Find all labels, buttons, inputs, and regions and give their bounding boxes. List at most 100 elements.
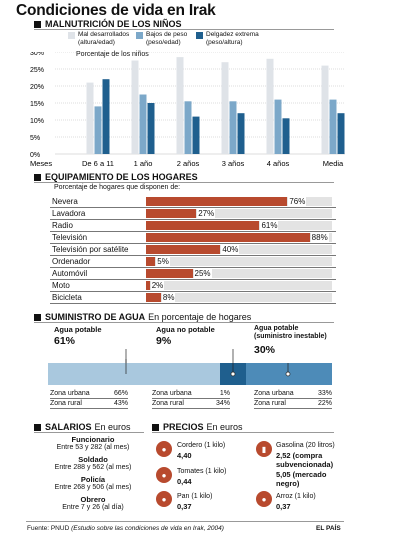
- bar-0-1: [131, 60, 139, 154]
- legend-swatch: [68, 32, 75, 39]
- malnutrition-chart: 30% 25% 20% 15% 10% 5% 0%Meses De 6 a 11 1 año 2 …: [30, 52, 345, 168]
- equipment-value: 25%: [193, 268, 212, 279]
- x-axis-prefix: Meses: [30, 159, 52, 168]
- equipment-value: 2%: [150, 280, 165, 291]
- salaries-sub: En euros: [94, 422, 131, 432]
- salary-range: Entre 288 y 562 (al mes): [54, 464, 132, 471]
- price-label: Pan (1 kilo): [177, 493, 213, 500]
- rice-icon: ●: [256, 491, 272, 507]
- salary-range: Entre 53 y 282 (al mes): [56, 444, 130, 451]
- equipment-value: 61%: [260, 220, 279, 231]
- equipment-row: Nevera 76%: [50, 196, 336, 208]
- water-label-nonpotable: Agua no potable: [156, 325, 215, 334]
- price-value: 5,05 (mercado negro): [276, 470, 327, 488]
- price-label: Arroz (1 kilo): [276, 493, 316, 500]
- price-label: Gasolina (20 litros): [276, 442, 335, 449]
- salary-range: Entre 268 y 506 (al mes): [54, 484, 132, 491]
- legend-item-underweight: Bajos de peso (peso/edad): [136, 31, 202, 46]
- equipment-value: 88%: [310, 232, 329, 243]
- equipment-row: Radio 61%: [50, 220, 336, 232]
- x-tick-label: 4 años: [267, 159, 290, 168]
- equipment-label: Moto: [52, 281, 70, 290]
- bar-1-5: [329, 99, 337, 154]
- water-label-potable: Agua potable: [54, 325, 102, 334]
- salary-item: Policía Entre 268 y 506 (al mes): [34, 475, 152, 491]
- equipment-row: Moto 2%: [50, 280, 336, 292]
- bar-2-0: [102, 79, 110, 154]
- water-rural-value: 43%: [113, 400, 128, 407]
- water-rural-value: 22%: [317, 400, 332, 407]
- salary-name: Obrero: [80, 495, 106, 504]
- section-square-icon: [34, 423, 41, 431]
- footer-source: Fuente: PNUD (Estudio sobre las condicio…: [27, 525, 224, 532]
- price-value: 4,40: [177, 451, 192, 460]
- equipment-row: Televisión 88%: [50, 232, 336, 244]
- divider: [34, 29, 334, 30]
- water-label-unstable: Agua potable (suministro inestable): [254, 325, 327, 340]
- bar-2-5: [337, 113, 345, 154]
- equipment-row: Bicicleta 8%: [50, 292, 336, 304]
- equipment-row: Televisión por satélite 40%: [50, 244, 336, 256]
- price-label: Cordero (1 kilo): [177, 442, 226, 449]
- equipment-label: Televisión por satélite: [52, 245, 129, 254]
- water-pct-nonpotable: 9%: [156, 335, 172, 347]
- bar-0-5: [321, 65, 329, 154]
- water-segment-potable: [48, 363, 220, 385]
- legend-item-wasting: Delgadez extrema (peso/altura): [196, 31, 276, 46]
- water-subheading: En porcentaje de hogares: [148, 312, 252, 322]
- salary-name: Soldado: [78, 455, 108, 464]
- bar-0-2: [176, 57, 184, 154]
- water-pct-unstable: 30%: [254, 344, 276, 356]
- equipment-row: Ordenador 5%: [50, 256, 336, 268]
- bar-0-4: [266, 58, 274, 154]
- equipment-value: 27%: [197, 208, 216, 219]
- water-table-nonpotable: Zona urbana 1% Zona rural 34%: [152, 389, 230, 409]
- y-tick-label: 0%: [30, 152, 40, 159]
- section-square-icon: [34, 313, 41, 321]
- equipment-value: 8%: [161, 292, 176, 303]
- equipment-bar: [146, 209, 197, 218]
- water-urbana-value: 33%: [317, 390, 332, 397]
- x-tick-label: Media: [323, 159, 344, 168]
- equipment-bar: [146, 293, 161, 302]
- legend-item-stunted: Mal desarrollados (altura/edad): [68, 31, 138, 46]
- x-tick-label: 2 años: [177, 159, 200, 168]
- equipment-bar-track: [146, 269, 332, 278]
- water-urbana-label: Zona urbana: [152, 390, 192, 397]
- equipment-bar-track: [146, 281, 332, 290]
- malnutrition-heading-text: MALNUTRICIÓN DE LOS NIÑOS: [45, 19, 182, 29]
- salaries-heading: SALARIOS En euros: [34, 422, 131, 432]
- water-pct-potable: 61%: [54, 335, 76, 347]
- equipment-value: 40%: [221, 244, 240, 255]
- water-rural-label: Zona rural: [50, 400, 82, 407]
- equipment-bar: [146, 197, 288, 206]
- water-bar: [48, 349, 332, 385]
- water-rural-label: Zona rural: [254, 400, 286, 407]
- equipment-label: Bicicleta: [52, 293, 82, 302]
- bar-2-1: [147, 103, 155, 154]
- water-table-potable: Zona urbana 66% Zona rural 43%: [50, 389, 128, 409]
- salary-item: Soldado Entre 288 y 562 (al mes): [34, 455, 152, 471]
- equipment-bar-track: [146, 257, 332, 266]
- y-tick-label: 5%: [30, 135, 40, 142]
- salary-name: Policía: [80, 475, 106, 484]
- equipment-label: Ordenador: [52, 257, 91, 266]
- y-tick-label: 15%: [30, 101, 44, 108]
- x-tick-label: De 6 a 11: [82, 159, 114, 168]
- source-detail: (Estudio sobre las condiciones de vida e…: [71, 525, 224, 532]
- water-urbana-value: 1%: [219, 390, 230, 397]
- divider: [152, 432, 334, 433]
- divider: [34, 322, 334, 323]
- y-tick-label: 20%: [30, 84, 44, 91]
- bar-0-3: [221, 62, 229, 155]
- equipment-bar: [146, 233, 310, 242]
- equipment-heading-text: EQUIPAMIENTO DE LOS HOGARES: [45, 172, 198, 182]
- equipment-heading: EQUIPAMIENTO DE LOS HOGARES: [34, 172, 198, 182]
- price-label: Tomates (1 kilo): [177, 468, 227, 475]
- equipment-bar-track: [146, 209, 332, 218]
- legend-label: Mal desarrollados (altura/edad): [78, 31, 130, 46]
- price-value: 2,52 (compra subvencionada): [276, 451, 334, 469]
- fuel-icon: ▮: [256, 441, 272, 457]
- y-tick-label: 30%: [30, 52, 44, 57]
- bar-2-4: [282, 118, 290, 154]
